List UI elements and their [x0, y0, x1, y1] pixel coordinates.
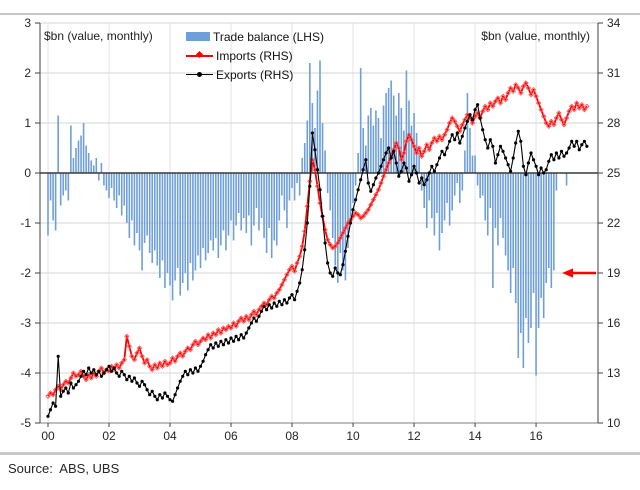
legend-row-trade-balance: Trade balance (LHS) [186, 27, 324, 46]
svg-text:16: 16 [607, 316, 621, 330]
exports-marker-icon [197, 72, 202, 77]
imports-line-swatch [186, 50, 213, 59]
svg-text:25: 25 [607, 166, 621, 180]
legend-row-imports: Imports (RHS) [186, 46, 324, 65]
svg-text:3: 3 [24, 16, 31, 30]
svg-text:22: 22 [607, 216, 621, 230]
svg-text:10: 10 [346, 429, 360, 443]
svg-text:0: 0 [24, 166, 31, 180]
svg-text:02: 02 [102, 429, 116, 443]
svg-text:-2: -2 [20, 266, 31, 280]
legend-label-trade-balance: Trade balance (LHS) [213, 29, 324, 44]
svg-text:13: 13 [607, 366, 621, 380]
chart-legend: Trade balance (LHS) Imports (RHS) Export… [186, 27, 324, 84]
imports-marker-icon [195, 50, 204, 59]
svg-text:12: 12 [407, 429, 421, 443]
svg-text:00: 00 [41, 429, 55, 443]
svg-text:-3: -3 [20, 316, 31, 330]
svg-text:-5: -5 [20, 416, 31, 430]
source-text: Source: ABS, UBS [8, 461, 120, 476]
svg-text:06: 06 [224, 429, 238, 443]
svg-text:31: 31 [607, 66, 621, 80]
svg-text:34: 34 [607, 16, 621, 30]
legend-label-exports: Exports (RHS) [216, 67, 294, 82]
svg-text:28: 28 [607, 116, 621, 130]
svg-text:14: 14 [468, 429, 482, 443]
left-axis-title: $bn (value, monthly) [44, 29, 153, 43]
exports-line-swatch [186, 72, 213, 77]
top-divider [0, 13, 640, 15]
right-axis-title: $bn (value, monthly) [481, 29, 590, 43]
svg-text:19: 19 [607, 266, 621, 280]
legend-label-imports: Imports (RHS) [216, 48, 293, 63]
svg-text:-4: -4 [20, 366, 31, 380]
svg-text:-1: -1 [20, 216, 31, 230]
bottom-divider [0, 452, 640, 455]
svg-text:04: 04 [163, 429, 177, 443]
svg-text:16: 16 [529, 429, 543, 443]
svg-text:08: 08 [285, 429, 299, 443]
svg-text:1: 1 [24, 116, 31, 130]
svg-text:10: 10 [607, 416, 621, 430]
legend-row-exports: Exports (RHS) [186, 65, 324, 84]
trade-balance-bar-swatch [186, 32, 210, 41]
svg-text:2: 2 [24, 66, 31, 80]
